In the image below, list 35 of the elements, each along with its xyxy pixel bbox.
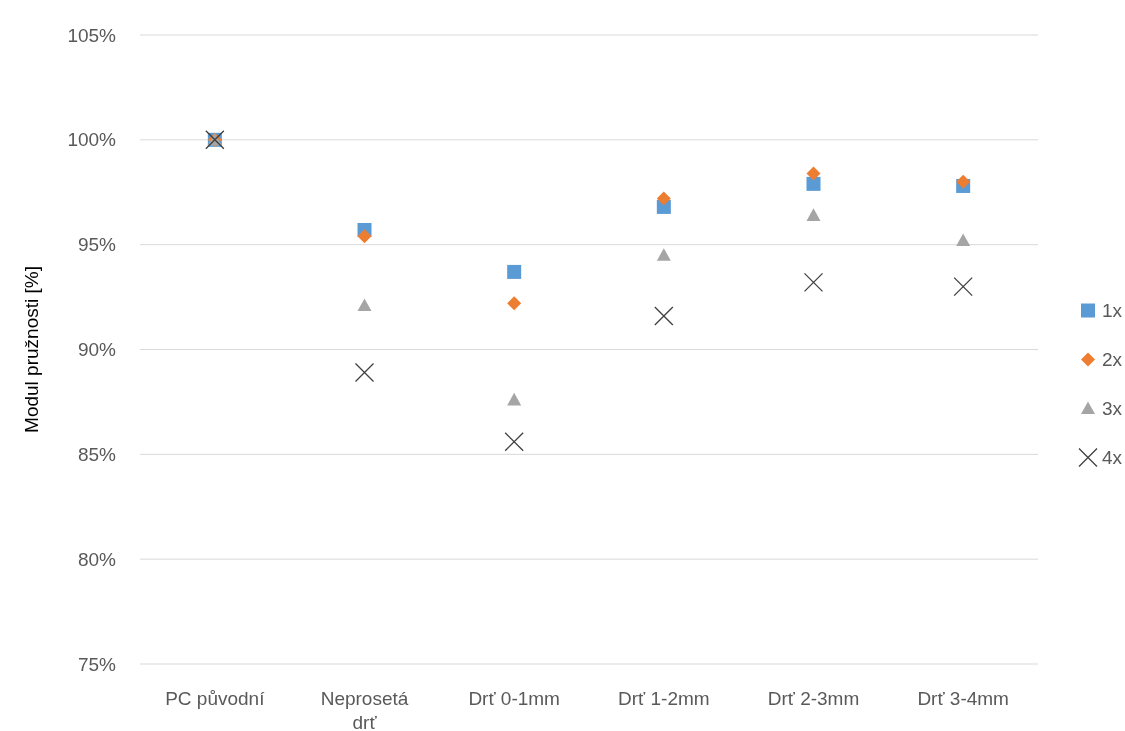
x-tick-label: PC původní (165, 688, 266, 709)
x-tick-label: Neprosetá drť (320, 688, 409, 731)
x-tick-label: Drť 2-3mm (767, 688, 860, 709)
point (956, 233, 971, 247)
point (656, 248, 671, 261)
point (507, 392, 522, 406)
x-tick-label: Drť 1-2mm (618, 688, 710, 709)
y-tick-label: 85% (77, 443, 117, 465)
y-tick-label: 100% (67, 129, 117, 151)
point (806, 208, 821, 221)
y-tick-label: 80% (77, 548, 117, 570)
x-tick-label: Drť 0-1mm (468, 688, 560, 709)
point (956, 174, 971, 189)
legend-label: 1x (1102, 300, 1123, 322)
legend-label: 4x (1102, 447, 1123, 469)
y-tick-label: 105% (67, 24, 117, 46)
point (654, 306, 674, 326)
y-tick-label: 95% (77, 234, 117, 256)
point (656, 191, 671, 206)
point (354, 362, 375, 383)
legend-label: 2x (1102, 349, 1123, 371)
y-tick-label: 75% (77, 653, 117, 675)
point (803, 272, 824, 293)
point (504, 432, 524, 452)
legend-label: 3x (1102, 398, 1123, 420)
point (953, 276, 973, 297)
point (357, 298, 372, 312)
y-tick-label: 90% (77, 339, 117, 361)
y-axis-title: Modul pružnosti [%] (21, 266, 42, 433)
point (507, 296, 522, 311)
point (357, 229, 372, 244)
point (806, 176, 821, 191)
x-tick-label: Drť 3-4mm (917, 688, 1009, 709)
point (806, 166, 821, 181)
point (507, 264, 522, 279)
